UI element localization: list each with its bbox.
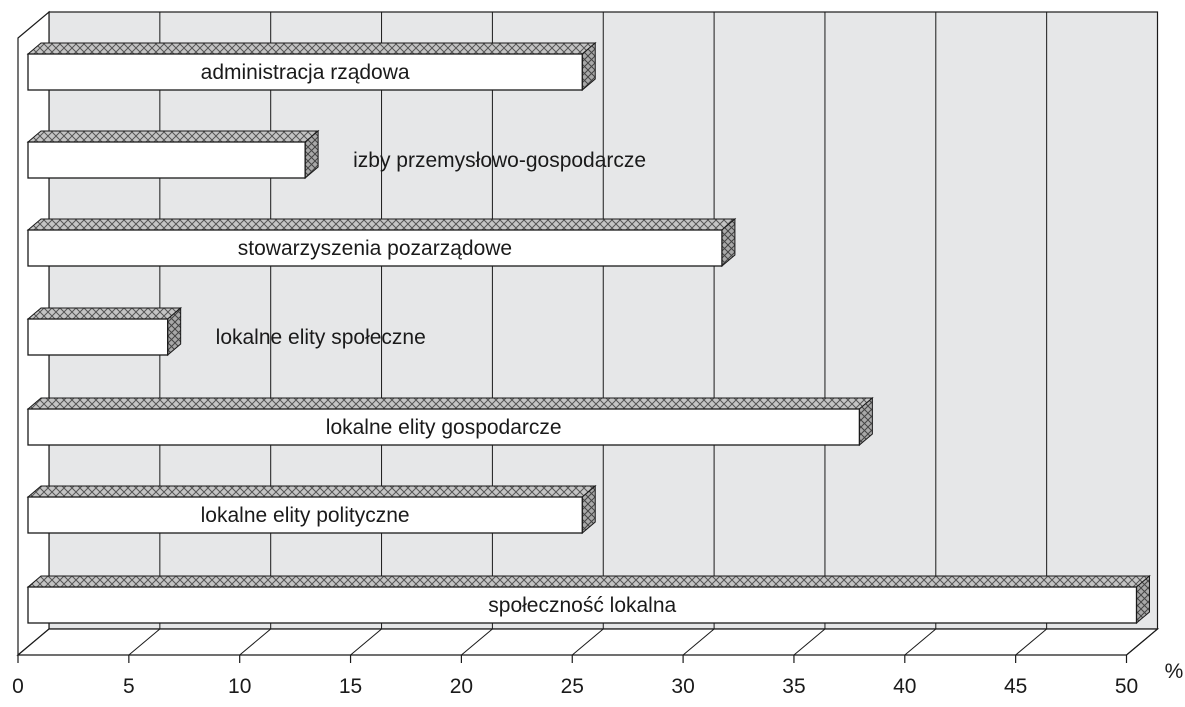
- bar-label: stowarzyszenia pozarządowe: [238, 237, 512, 260]
- bar: izby przemysłowo-gospodarcze: [26, 129, 646, 180]
- x-axis-unit-label: %: [1165, 660, 1184, 683]
- bar: administracja rządowa: [26, 41, 597, 92]
- bar-top: [26, 130, 320, 143]
- floor-gridline: [461, 628, 493, 656]
- x-tick-label: 50: [1115, 675, 1138, 698]
- floor-gridline: [793, 628, 826, 656]
- bar-front: [27, 229, 723, 267]
- bar-front: [27, 53, 583, 91]
- bar-front: [27, 586, 1138, 624]
- floor-gridline: [682, 628, 715, 656]
- x-tick-label: 40: [893, 675, 916, 698]
- bar: lokalne elity polityczne: [26, 484, 597, 535]
- x-tick-label: 25: [561, 675, 584, 698]
- bar-label: administracja rządowa: [201, 61, 410, 84]
- floor-gridline: [128, 628, 161, 656]
- x-tick-label: 15: [339, 675, 362, 698]
- floor-gridline: [350, 628, 382, 656]
- bar-front: [27, 408, 861, 446]
- x-tick-label: 0: [12, 675, 24, 698]
- bar-top: [26, 485, 597, 498]
- bars: administracja rządowa izby przemysłowo-go…: [26, 41, 1151, 625]
- bar-label: lokalne elity gospodarcze: [326, 416, 562, 439]
- x-axis-ticks: 0 5 10 15 20 25 30 35 40 45 50: [12, 655, 1138, 698]
- floor-gridline: [1126, 628, 1158, 656]
- floor-gridline: [239, 628, 272, 656]
- bar-label: społeczność lokalna: [488, 594, 676, 617]
- bar-label: izby przemysłowo-gospodarcze: [353, 149, 646, 172]
- bar: lokalne elity gospodarcze: [26, 396, 874, 447]
- bar: społeczność lokalna: [26, 574, 1151, 625]
- x-tick-label: 10: [228, 675, 251, 698]
- bar-top: [26, 397, 874, 410]
- chart-back-wall: [16, 10, 1160, 657]
- bar-front: [27, 496, 583, 534]
- bar-label: lokalne elity społeczne: [216, 326, 426, 349]
- bar-top: [26, 42, 597, 55]
- bar: stowarzyszenia pozarządowe: [26, 217, 737, 268]
- bar-top: [26, 575, 1151, 588]
- x-tick-label: 35: [782, 675, 805, 698]
- floor-gridline: [904, 628, 937, 656]
- bar-front: [27, 318, 169, 356]
- bar-top: [26, 307, 183, 320]
- x-tick-label: 5: [123, 675, 135, 698]
- x-tick-label: 45: [1004, 675, 1027, 698]
- bar-front: [27, 141, 306, 179]
- bar-top: [26, 218, 737, 231]
- bar-label: lokalne elity polityczne: [201, 504, 410, 527]
- floor-gridline: [571, 628, 604, 656]
- bar: lokalne elity społeczne: [26, 306, 426, 357]
- x-tick-label: 30: [671, 675, 694, 698]
- floor-gridline: [1015, 628, 1047, 656]
- x-tick-label: 20: [450, 675, 473, 698]
